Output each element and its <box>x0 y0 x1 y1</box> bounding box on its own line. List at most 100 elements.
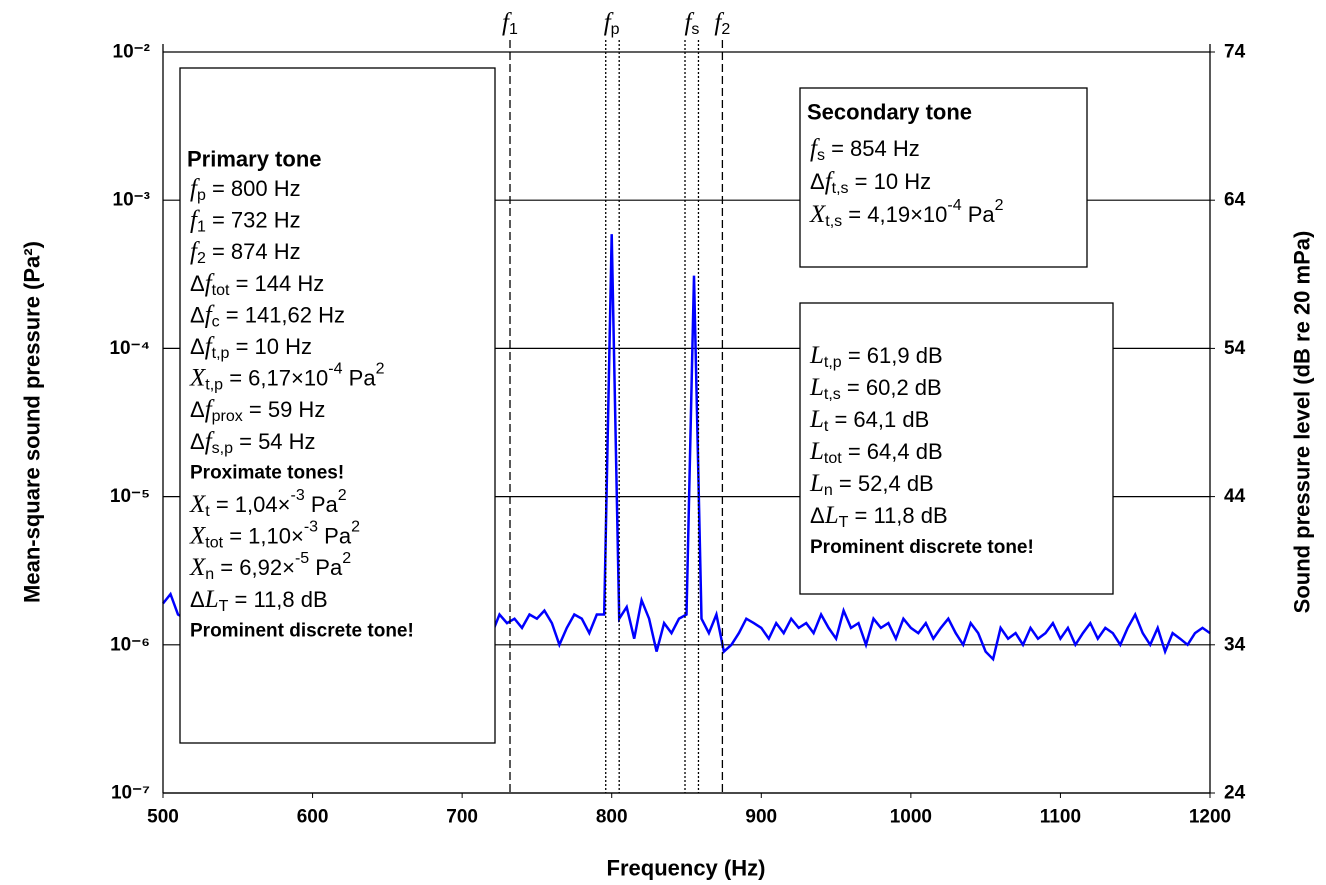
text-segment: L <box>809 406 824 433</box>
text-segment: = 1,10× <box>223 523 304 548</box>
text-segment: = 141,62 Hz <box>220 302 345 327</box>
text-segment: f <box>205 269 215 296</box>
text-segment: s <box>691 21 699 38</box>
text-segment: 1 <box>197 218 206 235</box>
text-segment: Δ <box>810 503 825 528</box>
text-segment: 2 <box>721 21 730 38</box>
text-segment: t <box>824 418 829 435</box>
text-segment: 2 <box>342 550 351 567</box>
text-segment: Δ <box>190 397 205 422</box>
y-tick-label: 10⁻⁶ <box>110 634 150 655</box>
text-segment: = 732 Hz <box>206 207 301 232</box>
box-line: fs = 854 Hz <box>810 135 920 164</box>
text-segment: tot <box>205 534 223 551</box>
text-segment: -3 <box>290 487 304 504</box>
y2-tick-label: 44 <box>1224 486 1246 507</box>
text-segment: X <box>189 522 207 549</box>
text-segment: Δ <box>810 169 825 194</box>
text-segment: t,p <box>824 354 842 371</box>
box-line: Δft,s = 10 Hz <box>810 168 931 197</box>
text-segment: f <box>714 9 724 36</box>
box-line: Δfc = 141,62 Hz <box>190 301 345 330</box>
text-segment: X <box>189 364 207 391</box>
text-segment: -4 <box>947 197 961 214</box>
annotation-box <box>179 67 496 744</box>
text-segment: t,p <box>212 345 230 362</box>
x-tick-label: 1100 <box>1040 807 1081 828</box>
box-line: Ltot = 64,4 dB <box>809 438 943 467</box>
text-segment: 1 <box>509 21 518 38</box>
text-segment: Pa <box>343 365 377 390</box>
text-segment: s <box>817 147 825 164</box>
box-line: Xt,s = 4,19×10-4 Pa2 <box>809 197 1004 230</box>
box-line: Lt,p = 61,9 dB <box>809 342 943 371</box>
text-segment: f <box>205 427 215 454</box>
text-segment: t <box>205 503 210 520</box>
text-segment: Δ <box>190 302 205 327</box>
box-line: Ln = 52,4 dB <box>809 470 934 499</box>
text-segment: = 854 Hz <box>825 136 920 161</box>
marker-label: f1 <box>502 9 518 38</box>
text-segment: L <box>824 502 839 529</box>
text-segment: = 10 Hz <box>849 169 932 194</box>
box-line: Lt,s = 60,2 dB <box>809 374 942 403</box>
text-segment: = 6,17×10 <box>223 365 328 390</box>
x-axis-title: Frequency (Hz) <box>607 856 766 881</box>
text-segment: = 10 Hz <box>229 334 312 359</box>
text-segment: t,s <box>824 386 841 403</box>
text-segment: f <box>190 175 200 202</box>
text-segment: Pa <box>962 202 996 227</box>
text-segment: f <box>810 135 820 162</box>
text-segment: = 61,9 dB <box>842 343 943 368</box>
box-line: Xtot = 1,10×-3 Pa2 <box>189 518 360 551</box>
text-segment: Δ <box>190 334 205 359</box>
text-segment: prox <box>212 408 243 425</box>
text-segment: f <box>825 168 835 195</box>
text-segment: = 64,1 dB <box>828 407 929 432</box>
text-segment: L <box>809 470 824 497</box>
x-tick-label: 900 <box>745 807 777 828</box>
box-line: f2 = 874 Hz <box>190 238 301 267</box>
text-segment: f <box>684 9 694 36</box>
text-segment: 2 <box>376 360 385 377</box>
y2-tick-label: 64 <box>1224 190 1246 211</box>
box-line: Δft,p = 10 Hz <box>190 333 312 362</box>
y-tick-label: 10⁻⁴ <box>109 338 150 359</box>
x-tick-label: 1000 <box>890 807 932 828</box>
text-segment: p <box>611 21 620 38</box>
text-segment: L <box>809 374 824 401</box>
text-segment: t,s <box>825 213 842 230</box>
text-segment: t,s <box>832 180 849 197</box>
text-segment: = 52,4 dB <box>833 471 934 496</box>
text-segment: f <box>604 9 614 36</box>
text-segment: f <box>205 301 215 328</box>
annotation-box <box>799 87 1088 268</box>
box-line: Xt,p = 6,17×10-4 Pa2 <box>189 360 385 393</box>
text-segment: Δ <box>190 428 205 453</box>
text-segment: = 800 Hz <box>206 176 301 201</box>
text-segment: = 1,04× <box>210 492 291 517</box>
text-segment: = 64,4 dB <box>842 439 943 464</box>
marker-label: fs <box>684 9 699 38</box>
box-line: Lt = 64,1 dB <box>809 406 929 435</box>
annotation-box <box>799 302 1114 595</box>
text-segment: s,p <box>212 439 233 456</box>
text-segment: f <box>190 206 200 233</box>
text-segment: n <box>824 482 833 499</box>
box-line: ΔLT = 11,8 dB <box>190 585 328 614</box>
text-segment: -5 <box>295 550 309 567</box>
x-tick-label: 500 <box>147 807 179 828</box>
x-tick-label: 1200 <box>1189 807 1231 828</box>
text-segment: Pa <box>309 555 343 580</box>
text-segment: T <box>219 597 229 614</box>
text-segment: Prominent discrete tone! <box>190 620 414 641</box>
text-segment: tot <box>212 281 230 298</box>
marker-label: fp <box>604 9 620 38</box>
text-segment: Proximate tones! <box>190 462 344 483</box>
x-tick-label: 600 <box>297 807 329 828</box>
box-line: f1 = 732 Hz <box>190 206 301 235</box>
box-line: Δfs,p = 54 Hz <box>190 427 316 456</box>
y-tick-label: 10⁻² <box>113 42 151 63</box>
y-tick-label: 10⁻⁷ <box>111 783 150 804</box>
